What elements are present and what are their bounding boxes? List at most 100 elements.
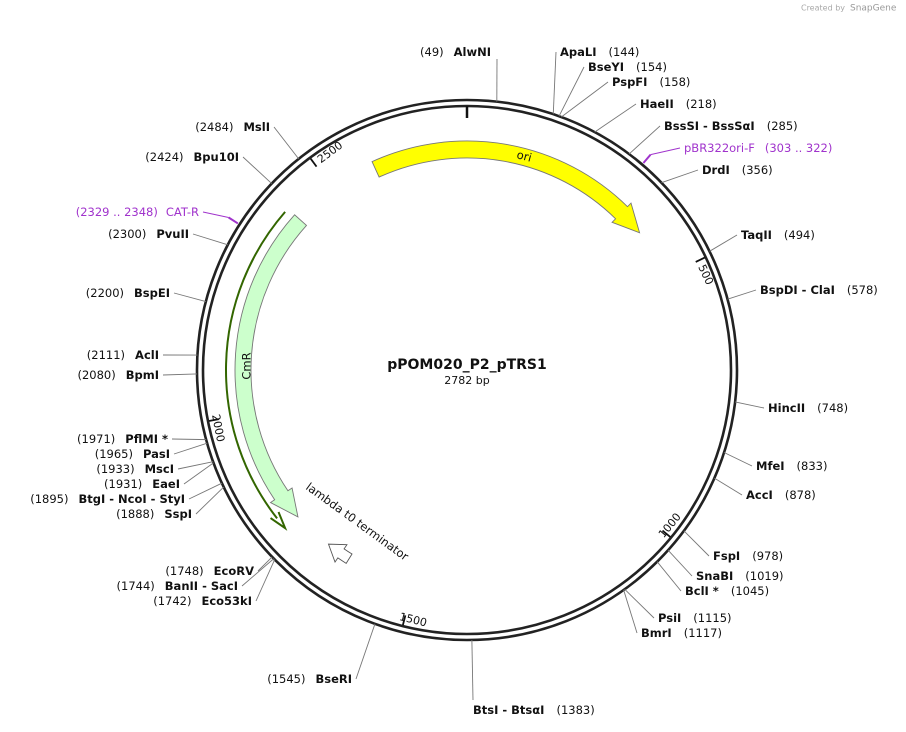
site-name: PflMI * — [125, 432, 168, 446]
primer-leader — [651, 148, 680, 155]
site-label: (833) — [797, 459, 828, 473]
site-name: FspI — [713, 549, 740, 563]
site-label: (2200) BspEI — [86, 286, 170, 300]
site-label: (578) — [847, 283, 878, 297]
site-label: (49)AlwNI — [420, 45, 491, 59]
site-label: (1019) — [745, 569, 783, 583]
site-label: (494) — [784, 228, 815, 242]
site-label: (2111) — [87, 348, 125, 362]
primer-label: pBR322ori-F(303 .. 322) — [684, 141, 832, 155]
site-label: DrdI(356) — [702, 163, 773, 177]
site-leader — [714, 478, 742, 495]
site-name: BtsI - BtsαI — [473, 703, 544, 717]
site-label: (356) — [742, 163, 773, 177]
site-label: (878) — [785, 488, 816, 502]
site-label: (1748) EcoRV — [165, 564, 254, 578]
site-leader — [684, 531, 709, 556]
site-label: BspDI - ClaI(578) — [760, 283, 878, 297]
site-label: MfeI (833) — [756, 459, 827, 473]
site-name: MfeI — [756, 459, 785, 473]
site-label: (1748) — [165, 564, 203, 578]
site-label: (2200) — [86, 286, 124, 300]
site-label: HincII(748) — [768, 401, 848, 415]
plasmid-name: pPOM020_P2_pTRS1 — [387, 357, 547, 373]
site-label: ApaLI (144) — [560, 45, 639, 59]
site-label: (1115) — [693, 611, 731, 625]
site-leader — [174, 293, 206, 302]
site-label: (1931) EaeI — [104, 477, 180, 491]
feature-label: CmR — [240, 352, 254, 379]
site-leader — [196, 487, 224, 514]
site-name: MscI — [145, 462, 174, 476]
site-leader — [274, 127, 299, 159]
primer-name: pBR322ori-F — [684, 141, 755, 155]
site-name: SspI — [164, 507, 192, 521]
site-label: BclI * (1045) — [685, 584, 769, 598]
site-label: PsiI(1115) — [658, 611, 732, 625]
site-label: (1971)PflMI * — [77, 432, 168, 446]
cmr-outline-head — [271, 512, 286, 528]
site-label: (1545) — [267, 672, 305, 686]
site-label: BssSI - BssSαI(285) — [664, 119, 798, 133]
ruler-tick — [311, 159, 317, 167]
ruler-tick-label: 500 — [695, 262, 716, 287]
site-label: (1742) Eco53kI — [153, 594, 252, 608]
site-label: (1383) — [556, 703, 594, 717]
site-label: (1931) — [104, 477, 142, 491]
site-label: AccI (878) — [746, 488, 816, 502]
site-leader — [624, 590, 637, 633]
site-leader — [243, 157, 272, 184]
site-leader — [193, 234, 228, 245]
site-name: BanII - SacI — [165, 579, 238, 593]
site-name: AlwNI — [454, 45, 491, 59]
site-label: (1045) — [731, 584, 769, 598]
site-label: (144) — [609, 45, 640, 59]
site-label: (1742) — [153, 594, 191, 608]
site-label: (1744) — [117, 579, 155, 593]
site-label: (978) — [752, 549, 783, 563]
site-label: (2080) BpmI — [77, 368, 159, 382]
site-name: ApaLI — [560, 45, 597, 59]
site-label: PspFI(158) — [612, 75, 690, 89]
site-label: (2484)MslI — [195, 120, 270, 134]
site-label: (2300)PvuII — [108, 227, 189, 241]
site-name: Eco53kI — [201, 594, 252, 608]
site-label: (748) — [817, 401, 848, 415]
feature-label: lambda t0 terminator — [303, 480, 411, 564]
plasmid-length: 2782 bp — [444, 374, 489, 387]
site-leader — [728, 290, 756, 299]
site-label: (1545)BseRI — [267, 672, 352, 686]
primer-label: (2329 .. 2348)CAT-R — [76, 205, 199, 219]
site-label: (2484) — [195, 120, 233, 134]
site-label: (1888)SspI — [116, 507, 192, 521]
site-leader — [710, 235, 737, 251]
site-label: (1933) — [96, 462, 134, 476]
site-label: (154) — [636, 60, 667, 74]
site-name: SnaBI — [696, 569, 733, 583]
site-label: (2300) — [108, 227, 146, 241]
site-name: BseYI — [588, 60, 624, 74]
site-leader — [172, 439, 206, 440]
site-leader — [174, 443, 207, 454]
site-leader — [661, 170, 698, 183]
site-name: TaqII — [741, 228, 772, 242]
site-name: BpmI — [126, 368, 159, 382]
site-name: EcoRV — [214, 564, 254, 578]
site-leader — [724, 453, 752, 466]
site-leader — [553, 52, 556, 114]
site-label: (2424) — [145, 150, 183, 164]
site-label: FspI (978) — [713, 549, 783, 563]
site-name: BclI * — [685, 584, 719, 598]
site-name: BtgI - NcoI - StyI — [78, 492, 185, 506]
site-label: (285) — [767, 119, 798, 133]
credit: Created by — [801, 4, 845, 13]
site-label: BtsI - BtsαI (1383) — [473, 703, 595, 717]
primer-leader — [203, 212, 229, 217]
site-name: EaeI — [152, 477, 180, 491]
site-name: HaeII — [640, 97, 674, 111]
site-name: BspEI — [134, 286, 170, 300]
site-name: AccI — [746, 488, 773, 502]
site-leader — [163, 374, 197, 375]
site-name: PspFI — [612, 75, 647, 89]
site-label: (2080) — [77, 368, 115, 382]
